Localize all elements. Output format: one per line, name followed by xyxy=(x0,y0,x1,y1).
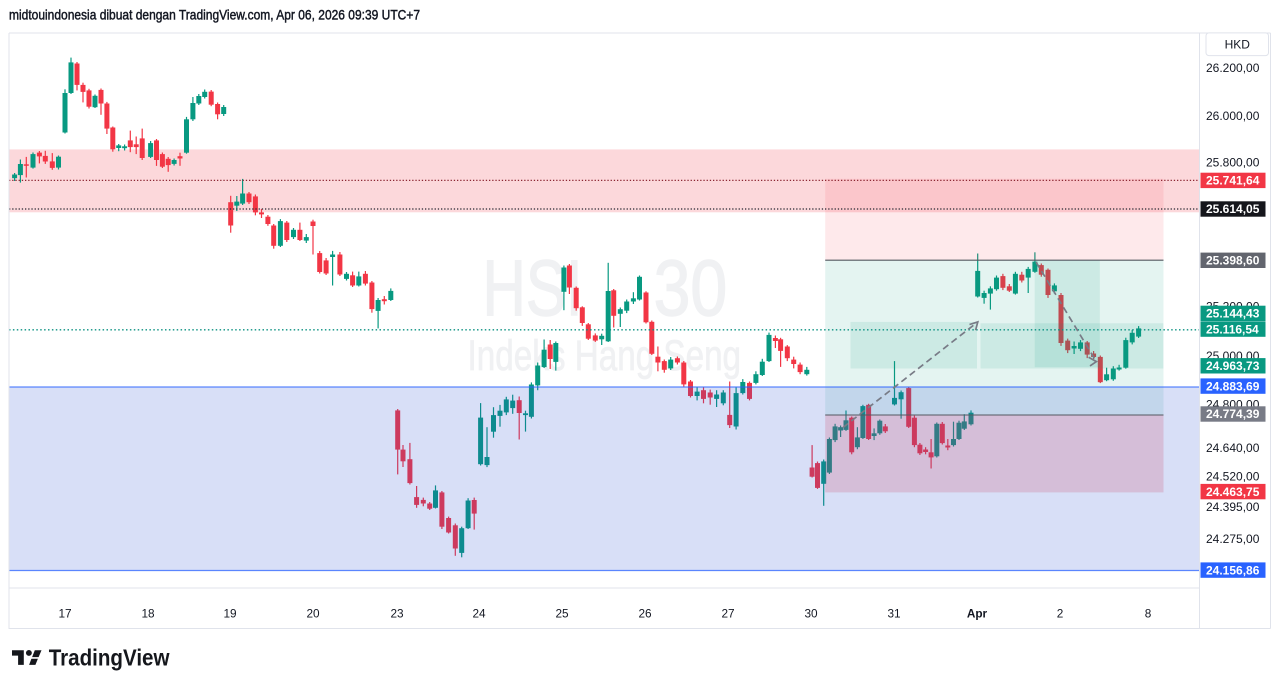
svg-text:24.963,73: 24.963,73 xyxy=(1206,359,1260,373)
svg-text:HKD: HKD xyxy=(1225,37,1251,51)
svg-text:24.774,39: 24.774,39 xyxy=(1206,407,1260,421)
svg-text:26.000,00: 26.000,00 xyxy=(1206,109,1260,123)
svg-text:midtouindonesia dibuat dengan: midtouindonesia dibuat dengan TradingVie… xyxy=(9,8,420,23)
svg-text:17: 17 xyxy=(58,607,71,621)
svg-text:Apr: Apr xyxy=(967,607,988,621)
svg-text:24.395,00: 24.395,00 xyxy=(1206,500,1260,514)
svg-text:25.614,05: 25.614,05 xyxy=(1206,202,1260,216)
svg-text:25.116,54: 25.116,54 xyxy=(1206,322,1259,336)
svg-text:30: 30 xyxy=(654,243,728,332)
svg-text:25.741,64: 25.741,64 xyxy=(1206,174,1260,188)
svg-text:24: 24 xyxy=(472,607,486,621)
svg-text:TradingView: TradingView xyxy=(49,645,170,671)
svg-text:24.156,86: 24.156,86 xyxy=(1206,563,1260,577)
svg-text:24.520,00: 24.520,00 xyxy=(1206,470,1260,484)
svg-text:26.200,00: 26.200,00 xyxy=(1206,61,1260,75)
svg-text:30: 30 xyxy=(804,607,818,621)
svg-text:19: 19 xyxy=(223,607,236,621)
svg-text:24.275,00: 24.275,00 xyxy=(1206,532,1260,546)
svg-text:27: 27 xyxy=(721,607,734,621)
svg-text:25.398,60: 25.398,60 xyxy=(1206,254,1260,268)
svg-text:20: 20 xyxy=(306,607,320,621)
svg-text:8: 8 xyxy=(1145,607,1152,621)
svg-text:24.463,75: 24.463,75 xyxy=(1206,485,1260,499)
svg-text:24.640,00: 24.640,00 xyxy=(1206,441,1260,455)
svg-text:23: 23 xyxy=(390,607,404,621)
svg-text:18: 18 xyxy=(141,607,155,621)
svg-text:25: 25 xyxy=(555,607,569,621)
svg-text:26: 26 xyxy=(638,607,652,621)
svg-text:2: 2 xyxy=(1057,607,1064,621)
svg-text:25.144,43: 25.144,43 xyxy=(1206,307,1260,321)
svg-text:24.883,69: 24.883,69 xyxy=(1206,379,1260,393)
svg-text:Indeks Hang Seng: Indeks Hang Seng xyxy=(468,332,742,380)
svg-text:31: 31 xyxy=(887,607,900,621)
svg-text:25.800,00: 25.800,00 xyxy=(1206,156,1260,170)
